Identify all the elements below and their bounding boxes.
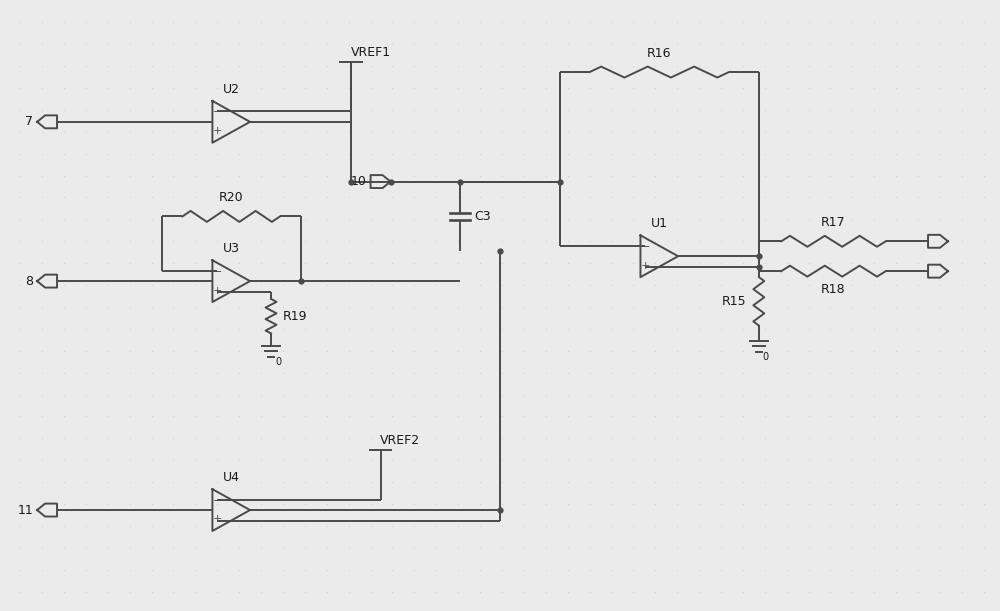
- Text: U3: U3: [223, 242, 240, 255]
- Text: R18: R18: [821, 283, 846, 296]
- Text: 0: 0: [763, 352, 769, 362]
- Text: U1: U1: [651, 218, 668, 230]
- Text: 11: 11: [17, 503, 33, 516]
- Text: 0: 0: [275, 357, 281, 367]
- Text: R19: R19: [283, 310, 307, 323]
- Text: VREF1: VREF1: [351, 46, 391, 59]
- Text: VREF2: VREF2: [380, 434, 421, 447]
- Text: +: +: [213, 514, 222, 524]
- Text: R20: R20: [219, 191, 244, 205]
- Text: +: +: [641, 261, 650, 271]
- Text: +: +: [213, 285, 222, 296]
- Text: −: −: [641, 242, 650, 252]
- Text: C3: C3: [474, 210, 491, 223]
- Text: 10: 10: [351, 175, 367, 188]
- Text: U2: U2: [223, 83, 240, 96]
- Text: +: +: [213, 126, 222, 136]
- Text: R15: R15: [722, 295, 747, 308]
- Text: R16: R16: [647, 47, 672, 60]
- Text: 8: 8: [25, 274, 33, 288]
- Text: −: −: [213, 496, 222, 506]
- Text: R17: R17: [821, 216, 846, 229]
- Text: −: −: [213, 267, 222, 277]
- Text: U4: U4: [223, 471, 240, 484]
- Text: −: −: [213, 108, 222, 117]
- Text: 7: 7: [25, 115, 33, 128]
